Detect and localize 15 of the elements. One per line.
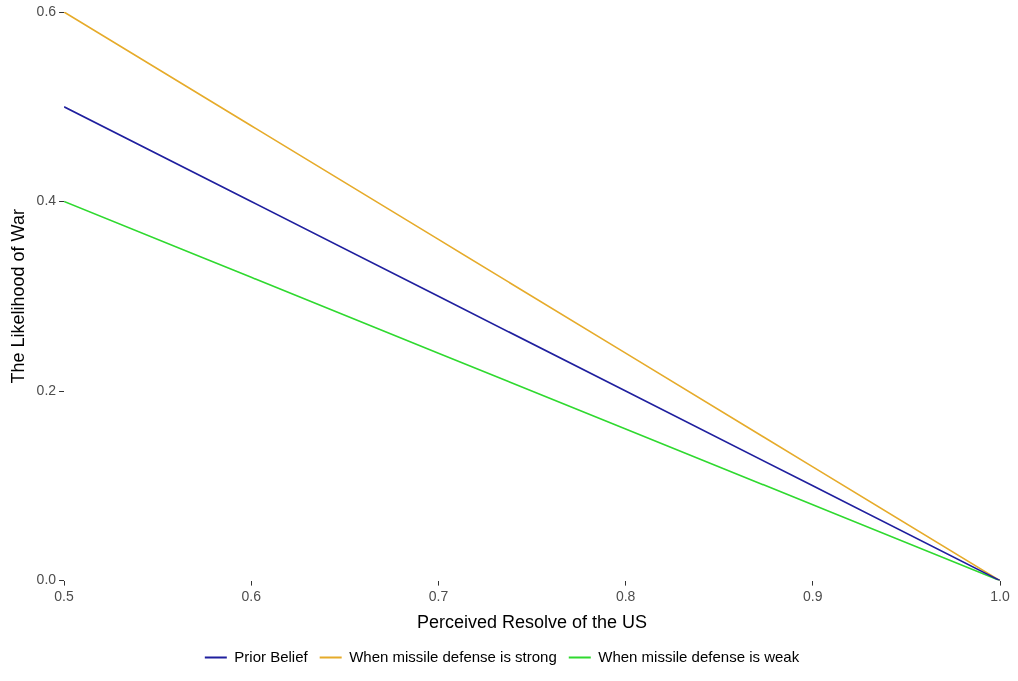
x-tick-label: 0.5 bbox=[54, 587, 74, 604]
legend-label: When missile defense is strong bbox=[349, 647, 557, 665]
x-axis-title: Perceived Resolve of the US bbox=[416, 612, 648, 633]
legend-label: Prior Belief bbox=[234, 647, 309, 665]
x-tick-label: 0.6 bbox=[241, 587, 262, 604]
y-tick-label: 0.2 bbox=[36, 381, 57, 398]
y-tick-label: 0.0 bbox=[36, 571, 57, 588]
x-tick-label: 1.0 bbox=[990, 587, 1010, 604]
x-tick-label: 0.7 bbox=[428, 587, 449, 604]
y-tick-label: 0.4 bbox=[36, 192, 57, 209]
x-tick-label: 0.9 bbox=[803, 587, 823, 604]
y-axis-title: The Likelihood of War bbox=[7, 209, 28, 384]
legend-label: When missile defense is weak bbox=[598, 647, 800, 665]
y-tick-label: 0.6 bbox=[36, 2, 57, 19]
x-tick-label: 0.8 bbox=[615, 587, 636, 604]
